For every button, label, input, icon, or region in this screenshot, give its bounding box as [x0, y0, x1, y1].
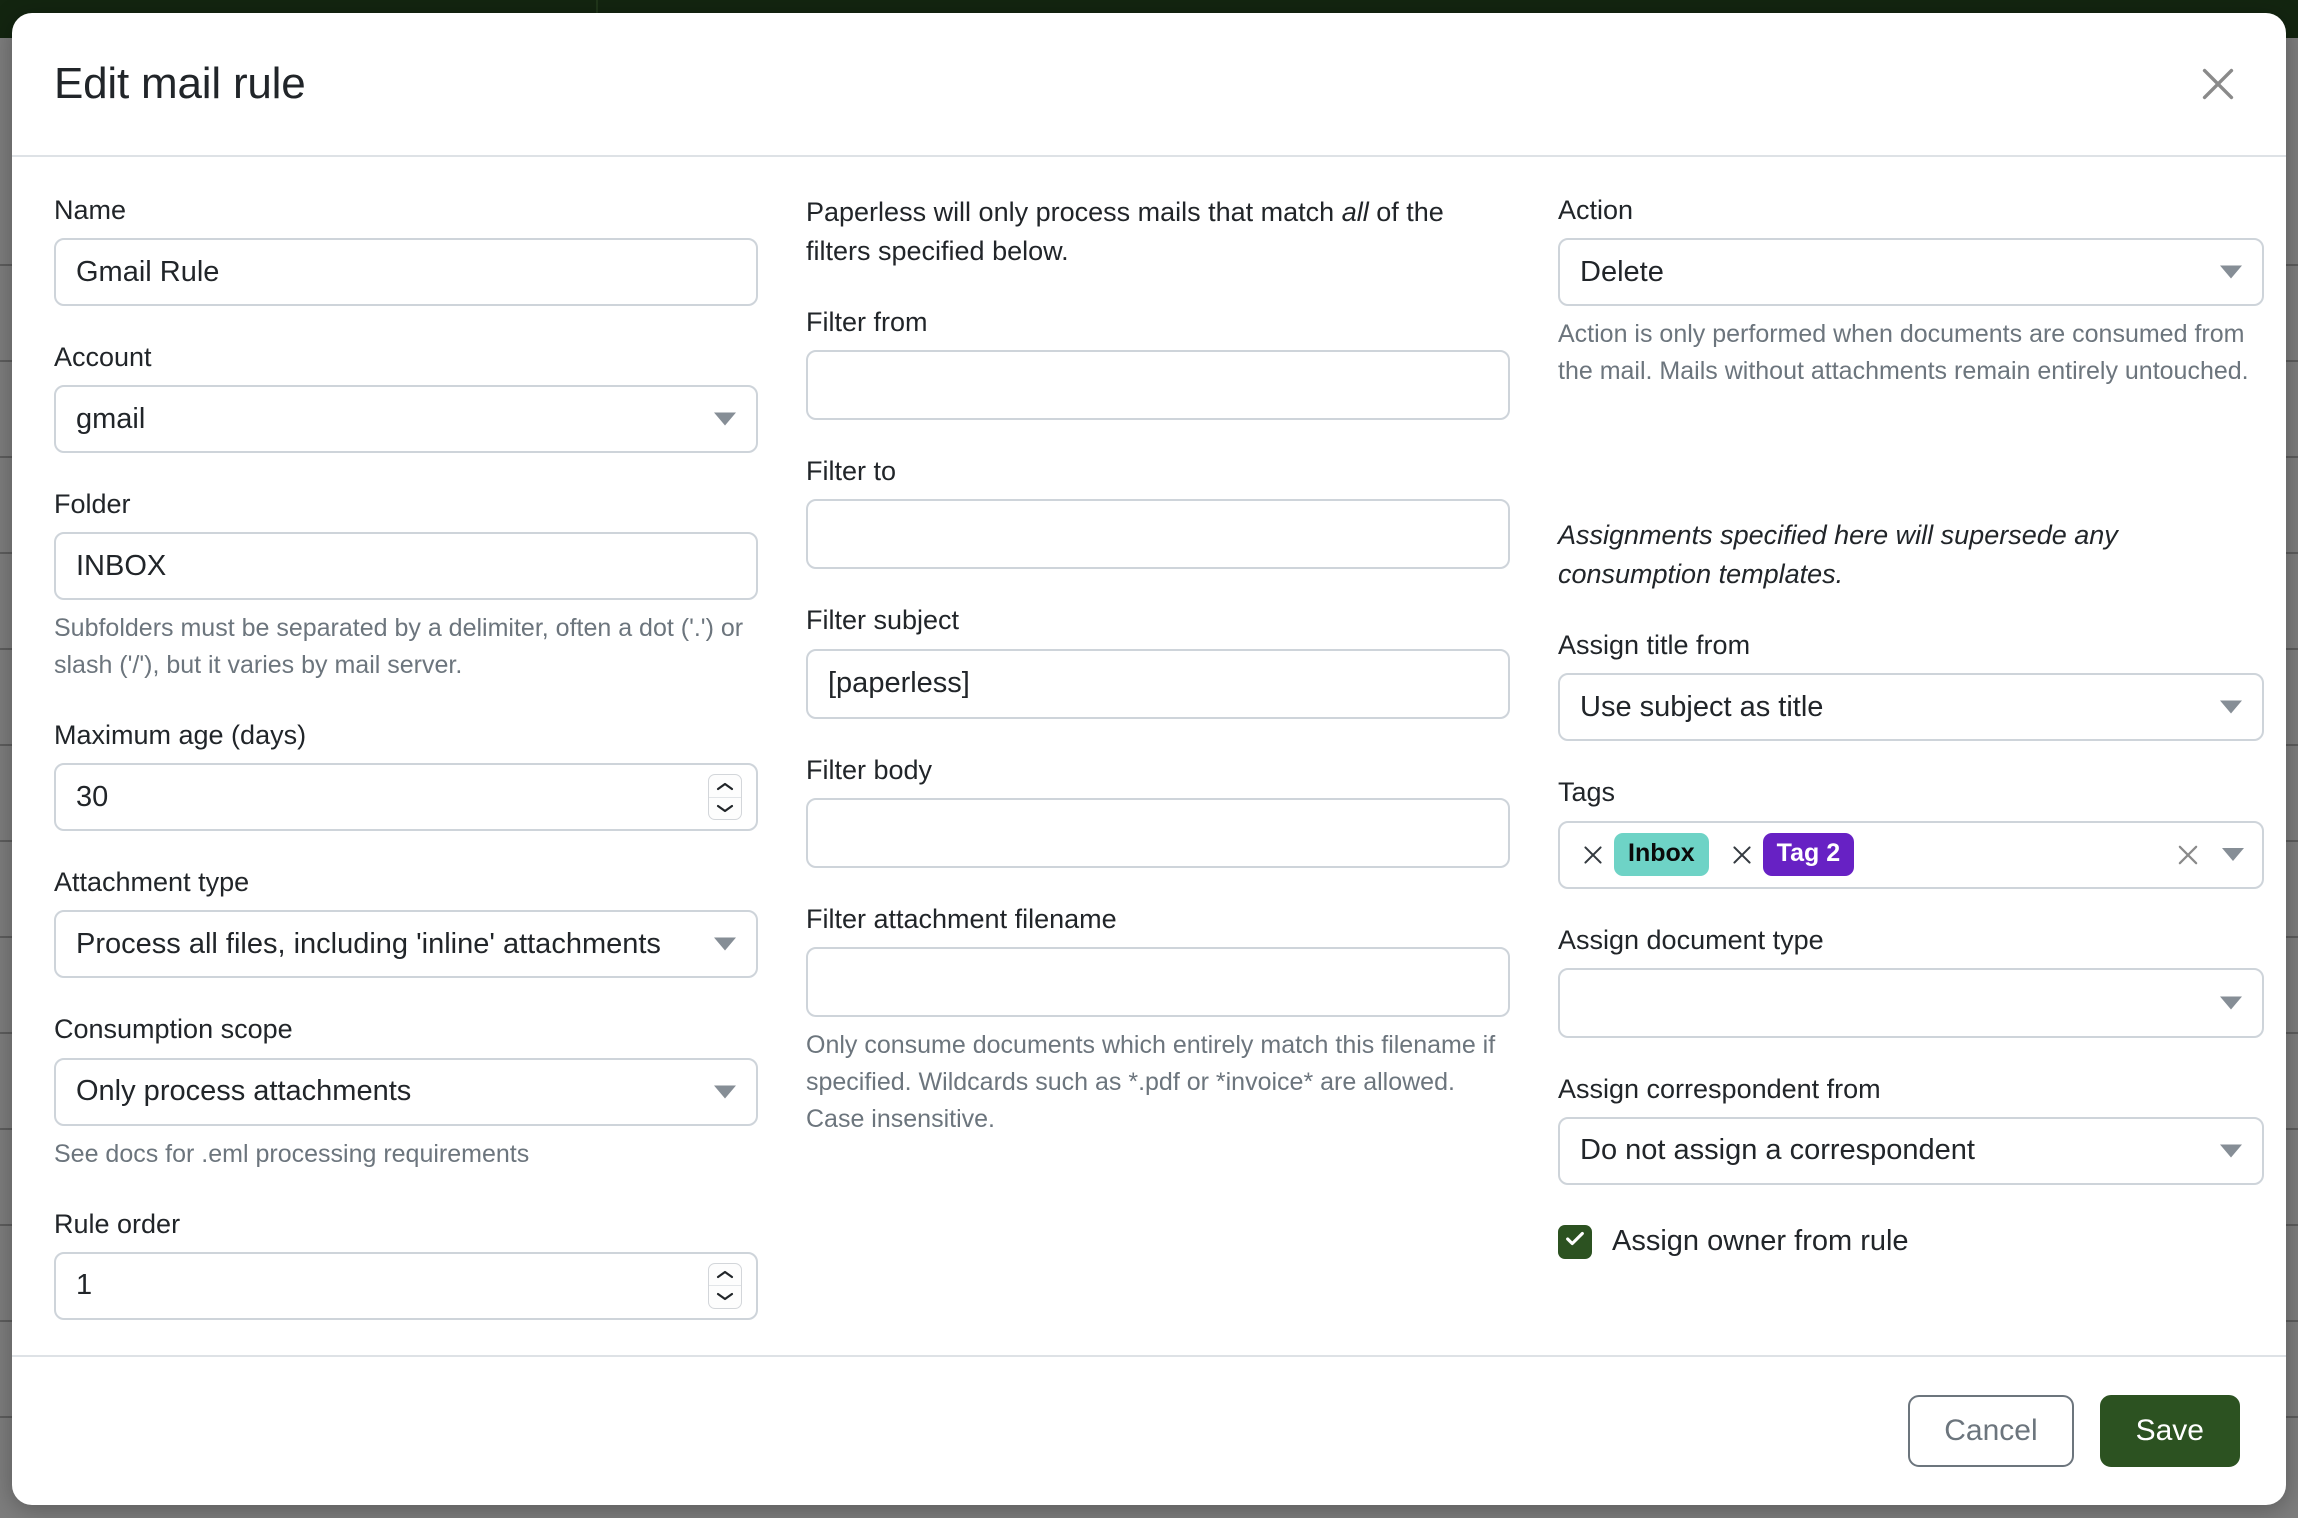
close-icon	[2195, 61, 2241, 107]
filter-subject-label: Filter subject	[806, 605, 960, 636]
field-filter-subject: Filter subject	[806, 603, 1510, 719]
stepper-down-icon[interactable]	[709, 1286, 741, 1308]
edit-mail-rule-dialog: Edit mail rule Name Account gmail	[12, 13, 2286, 1505]
filters-intro: Paperless will only process mails that m…	[806, 193, 1510, 271]
cancel-button[interactable]: Cancel	[1908, 1395, 2074, 1467]
filter-attachment-filename-input[interactable]	[806, 946, 1510, 1017]
assign-owner-from-rule-checkbox[interactable]	[1558, 1224, 1592, 1259]
filter-from-input[interactable]	[806, 350, 1510, 421]
tag-label: Tag 2	[1762, 833, 1855, 876]
actions-spacer	[1558, 424, 2264, 516]
chevron-down-icon[interactable]	[2222, 848, 2244, 862]
assignments-note: Assignments specified here will supersed…	[1558, 520, 2118, 590]
assign-document-type-select[interactable]	[1558, 967, 2264, 1038]
assign-title-from-value: Use subject as title	[1580, 690, 1824, 723]
maximum-age-stepper[interactable]	[708, 774, 742, 821]
assign-correspondent-from-label: Assign correspondent from	[1558, 1073, 1881, 1104]
folder-input[interactable]	[54, 532, 758, 601]
column-filters: Paperless will only process mails that m…	[806, 193, 1510, 1355]
stepper-up-icon[interactable]	[709, 775, 741, 798]
assign-document-type-label: Assign document type	[1558, 924, 1824, 955]
filter-subject-input[interactable]	[806, 648, 1510, 719]
consumption-scope-label: Consumption scope	[54, 1014, 293, 1045]
filter-from-label: Filter from	[806, 307, 928, 338]
field-filter-body: Filter body	[806, 753, 1510, 868]
attachment-type-label: Attachment type	[54, 867, 250, 898]
assign-title-from-select[interactable]: Use subject as title	[1558, 673, 2264, 742]
maximum-age-label: Maximum age (days)	[54, 720, 307, 751]
tag-chip: Inbox	[1574, 833, 1709, 876]
action-label: Action	[1558, 195, 1634, 225]
field-name: Name	[54, 193, 758, 307]
field-tags: Tags Inbox	[1558, 775, 2264, 889]
folder-hint: Subfolders must be separated by a delimi…	[54, 614, 744, 680]
save-button[interactable]: Save	[2099, 1395, 2240, 1467]
rule-order-stepper[interactable]	[708, 1262, 742, 1309]
name-label: Name	[54, 195, 127, 225]
stepper-down-icon[interactable]	[709, 798, 741, 820]
tag-label: Inbox	[1614, 833, 1709, 876]
remove-tag-icon[interactable]	[1723, 836, 1761, 874]
field-consumption-scope: Consumption scope Only process attachmen…	[54, 1012, 758, 1172]
account-label: Account	[54, 342, 152, 373]
tags-label: Tags	[1558, 777, 1616, 808]
dialog-body: Name Account gmail Folder Subfolders mus…	[12, 157, 2286, 1355]
field-filter-from: Filter from	[806, 305, 1510, 421]
consumption-scope-value: Only process attachments	[76, 1075, 412, 1108]
name-input[interactable]	[54, 238, 758, 307]
field-maximum-age: Maximum age (days)	[54, 718, 758, 832]
filter-attachment-filename-label: Filter attachment filename	[806, 903, 1117, 934]
filters-intro-emphasis: all	[1341, 197, 1369, 227]
account-value: gmail	[76, 402, 146, 435]
tags-select[interactable]: Inbox Tag 2	[1558, 820, 2264, 889]
close-button[interactable]	[2186, 52, 2250, 116]
account-select[interactable]: gmail	[54, 385, 758, 454]
remove-tag-icon[interactable]	[1574, 836, 1612, 874]
field-assign-document-type: Assign document type	[1558, 923, 2264, 1038]
rule-order-input[interactable]	[54, 1251, 758, 1320]
field-rule-order: Rule order	[54, 1207, 758, 1320]
action-hint: Action is only performed when documents …	[1558, 320, 2249, 386]
tag-chip: Tag 2	[1709, 833, 1855, 876]
filter-attachment-filename-hint: Only consume documents which entirely ma…	[806, 1030, 1496, 1133]
field-folder: Folder Subfolders must be separated by a…	[54, 487, 758, 684]
assign-owner-from-rule-label[interactable]: Assign owner from rule	[1612, 1225, 1909, 1258]
column-general: Name Account gmail Folder Subfolders mus…	[54, 193, 758, 1355]
field-action: Action Delete Action is only performed w…	[1558, 193, 2264, 390]
action-select[interactable]: Delete	[1558, 238, 2264, 307]
field-assign-correspondent-from: Assign correspondent from Do not assign …	[1558, 1072, 2264, 1185]
rule-order-label: Rule order	[54, 1208, 181, 1239]
action-value: Delete	[1580, 255, 1664, 288]
consumption-scope-select[interactable]: Only process attachments	[54, 1057, 758, 1126]
column-actions: Action Delete Action is only performed w…	[1558, 193, 2264, 1355]
field-assign-title-from: Assign title from Use subject as title	[1558, 628, 2264, 742]
filters-intro-after: of the filters specified below.	[806, 197, 1444, 267]
field-filter-attachment-filename: Filter attachment filename Only consume …	[806, 902, 1510, 1138]
assign-correspondent-from-select[interactable]: Do not assign a correspondent	[1558, 1116, 2264, 1185]
folder-label: Folder	[54, 489, 131, 520]
field-filter-to: Filter to	[806, 454, 1510, 570]
field-attachment-type: Attachment type Process all files, inclu…	[54, 865, 758, 979]
maximum-age-input[interactable]	[54, 763, 758, 832]
stepper-up-icon[interactable]	[709, 1264, 741, 1287]
filter-body-label: Filter body	[806, 754, 933, 785]
check-icon	[1564, 1228, 1586, 1255]
filters-intro-before: Paperless will only process mails that m…	[806, 197, 1342, 227]
attachment-type-value: Process all files, including 'inline' at…	[76, 927, 661, 960]
consumption-scope-hint: See docs for .eml processing requirement…	[54, 1139, 530, 1168]
field-assign-owner-from-rule: Assign owner from rule	[1558, 1224, 2264, 1259]
clear-all-tags-icon[interactable]	[2168, 835, 2208, 875]
attachment-type-select[interactable]: Process all files, including 'inline' at…	[54, 910, 758, 979]
assign-correspondent-from-value: Do not assign a correspondent	[1580, 1134, 1975, 1167]
field-account: Account gmail	[54, 340, 758, 454]
dialog-header: Edit mail rule	[12, 13, 2286, 157]
page-title: Edit mail rule	[54, 59, 306, 108]
filter-body-input[interactable]	[806, 797, 1510, 868]
filter-to-input[interactable]	[806, 499, 1510, 570]
dialog-footer: Cancel Save	[12, 1355, 2286, 1505]
assign-title-from-label: Assign title from	[1558, 630, 1751, 661]
filter-to-label: Filter to	[806, 456, 897, 487]
